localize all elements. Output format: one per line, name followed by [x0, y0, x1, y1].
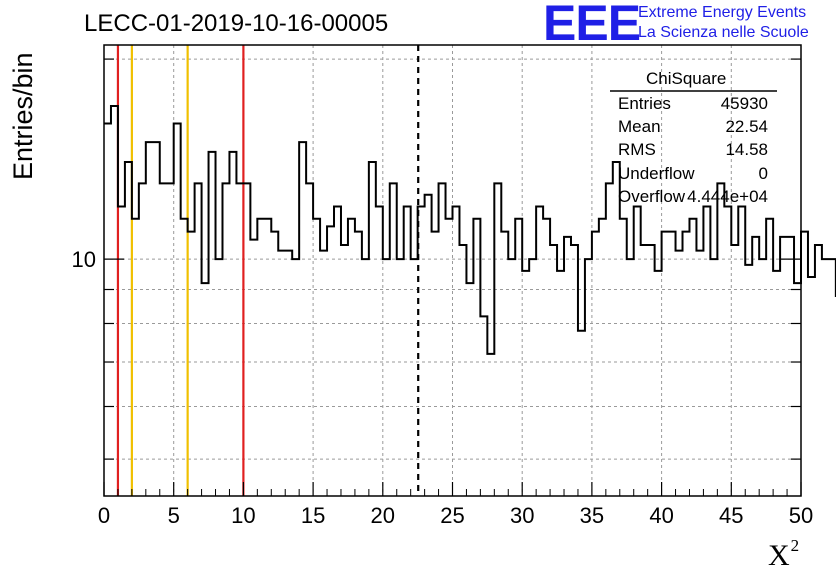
eee-logo: EEE	[543, 0, 641, 51]
x-tick-label: 5	[168, 503, 180, 528]
grid-lines	[104, 45, 801, 496]
stat-overflow-label: Overflow	[618, 187, 686, 206]
x-tick-label: 50	[789, 503, 813, 528]
stat-underflow-value: 0	[758, 164, 768, 183]
x-tick-label: 25	[440, 503, 464, 528]
x-tick-label: 35	[580, 503, 604, 528]
stat-entries-label: Entries	[618, 94, 671, 113]
stats-box-title: ChiSquare	[646, 69, 727, 88]
histogram-series	[104, 104, 836, 355]
x-tick-label: 15	[301, 503, 325, 528]
stat-underflow-label: Underflow	[618, 164, 695, 183]
y-tick-label: 10	[72, 247, 96, 272]
vertical-marker-lines	[116, 45, 420, 496]
x-axis-label: X2	[768, 536, 800, 572]
axis-tick-labels: 0 5 10 15 20 25 30 35 40 45 50 10	[72, 247, 814, 528]
x-tick-label: 0	[98, 503, 110, 528]
x-tick-label: 40	[649, 503, 673, 528]
x-tick-label: 45	[719, 503, 743, 528]
stat-rms-label: RMS	[618, 140, 656, 159]
x-tick-label: 30	[510, 503, 534, 528]
stat-rms-value: 14.58	[725, 140, 768, 159]
stat-overflow-value: 4.444e+04	[687, 187, 768, 206]
stat-entries-value: 45930	[720, 94, 768, 113]
x-tick-label: 10	[231, 503, 255, 528]
logo-line-1: Extreme Energy Events	[638, 4, 807, 21]
chart-title: LECC-01-2019-10-16-00005	[84, 10, 389, 37]
x-tick-label: 20	[371, 503, 395, 528]
stat-mean-value: 22.54	[725, 117, 768, 136]
logo-line-2: La Scienza nelle Scuole	[638, 24, 809, 41]
stat-mean-label: Mean	[618, 117, 661, 136]
y-axis-label: Entries/bin	[8, 52, 38, 180]
axis-ticks	[103, 58, 802, 496]
